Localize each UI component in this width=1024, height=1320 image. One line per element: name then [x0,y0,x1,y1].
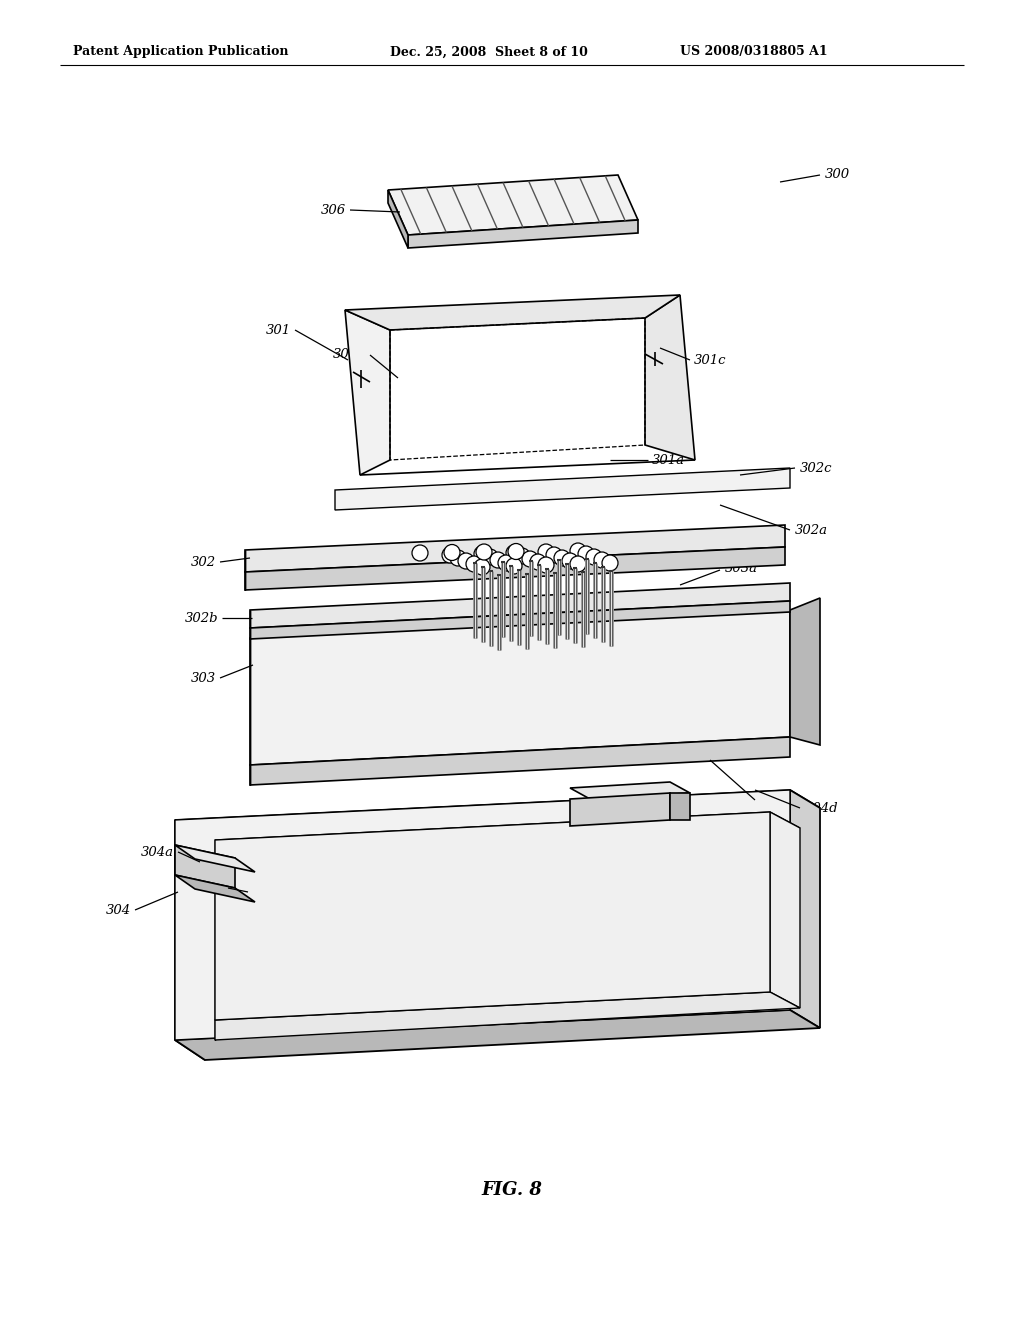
Polygon shape [250,737,790,785]
Polygon shape [175,820,205,1060]
Circle shape [474,546,490,562]
Circle shape [506,558,522,574]
Polygon shape [770,812,800,1008]
Text: 304: 304 [105,903,131,916]
Circle shape [530,554,546,570]
Polygon shape [388,190,408,248]
Circle shape [514,548,530,564]
Polygon shape [215,812,800,858]
Polygon shape [790,789,820,1028]
Circle shape [506,545,522,561]
Text: 303a: 303a [725,561,758,574]
Text: FIG. 8: FIG. 8 [481,1181,543,1199]
Polygon shape [245,525,785,572]
Circle shape [538,557,554,573]
Circle shape [474,558,490,576]
Text: 302: 302 [190,556,216,569]
Polygon shape [245,546,785,590]
Circle shape [450,550,466,566]
Polygon shape [250,601,790,639]
Polygon shape [175,845,255,873]
Polygon shape [345,310,390,475]
Text: 300: 300 [825,169,850,181]
Polygon shape [175,789,820,840]
Circle shape [578,546,594,562]
Text: 301: 301 [266,323,291,337]
Text: 302a: 302a [795,524,828,536]
Polygon shape [360,459,695,475]
Polygon shape [388,176,638,235]
Polygon shape [250,610,790,766]
Text: 303: 303 [190,672,216,685]
Polygon shape [645,294,695,459]
Polygon shape [790,598,820,744]
Polygon shape [570,793,670,826]
Text: 306: 306 [321,203,346,216]
Text: 304d: 304d [805,801,839,814]
Text: Patent Application Publication: Patent Application Publication [73,45,289,58]
Circle shape [412,545,428,561]
Circle shape [546,546,562,564]
Polygon shape [215,812,770,1020]
Polygon shape [175,1010,820,1060]
Text: 304a: 304a [141,846,174,858]
Polygon shape [670,793,690,820]
Circle shape [586,549,602,565]
Text: 301b: 301b [333,348,366,362]
Circle shape [594,552,610,568]
Circle shape [458,553,474,569]
Circle shape [522,550,538,568]
Circle shape [490,552,506,568]
Circle shape [444,544,460,561]
Polygon shape [175,875,255,902]
Polygon shape [215,993,800,1040]
Text: 304b: 304b [758,793,792,807]
Circle shape [442,546,458,564]
Circle shape [602,554,618,572]
Polygon shape [408,220,638,248]
Circle shape [538,544,554,560]
Circle shape [570,543,586,558]
Circle shape [482,549,498,565]
Polygon shape [345,294,680,330]
Text: 302b: 302b [184,611,218,624]
Text: 301a: 301a [652,454,685,466]
Polygon shape [250,583,790,628]
Text: Dec. 25, 2008  Sheet 8 of 10: Dec. 25, 2008 Sheet 8 of 10 [390,45,588,58]
Circle shape [508,544,524,560]
Circle shape [476,544,492,560]
Text: 302c: 302c [800,462,833,474]
Polygon shape [175,845,234,888]
Circle shape [466,556,482,572]
Circle shape [570,556,586,572]
Polygon shape [175,789,790,1040]
Polygon shape [570,781,690,799]
Text: 304c: 304c [212,886,244,899]
Circle shape [562,553,578,569]
Circle shape [498,554,514,572]
Polygon shape [335,469,790,510]
Circle shape [554,550,570,566]
Text: 301c: 301c [694,354,726,367]
Text: US 2008/0318805 A1: US 2008/0318805 A1 [680,45,827,58]
